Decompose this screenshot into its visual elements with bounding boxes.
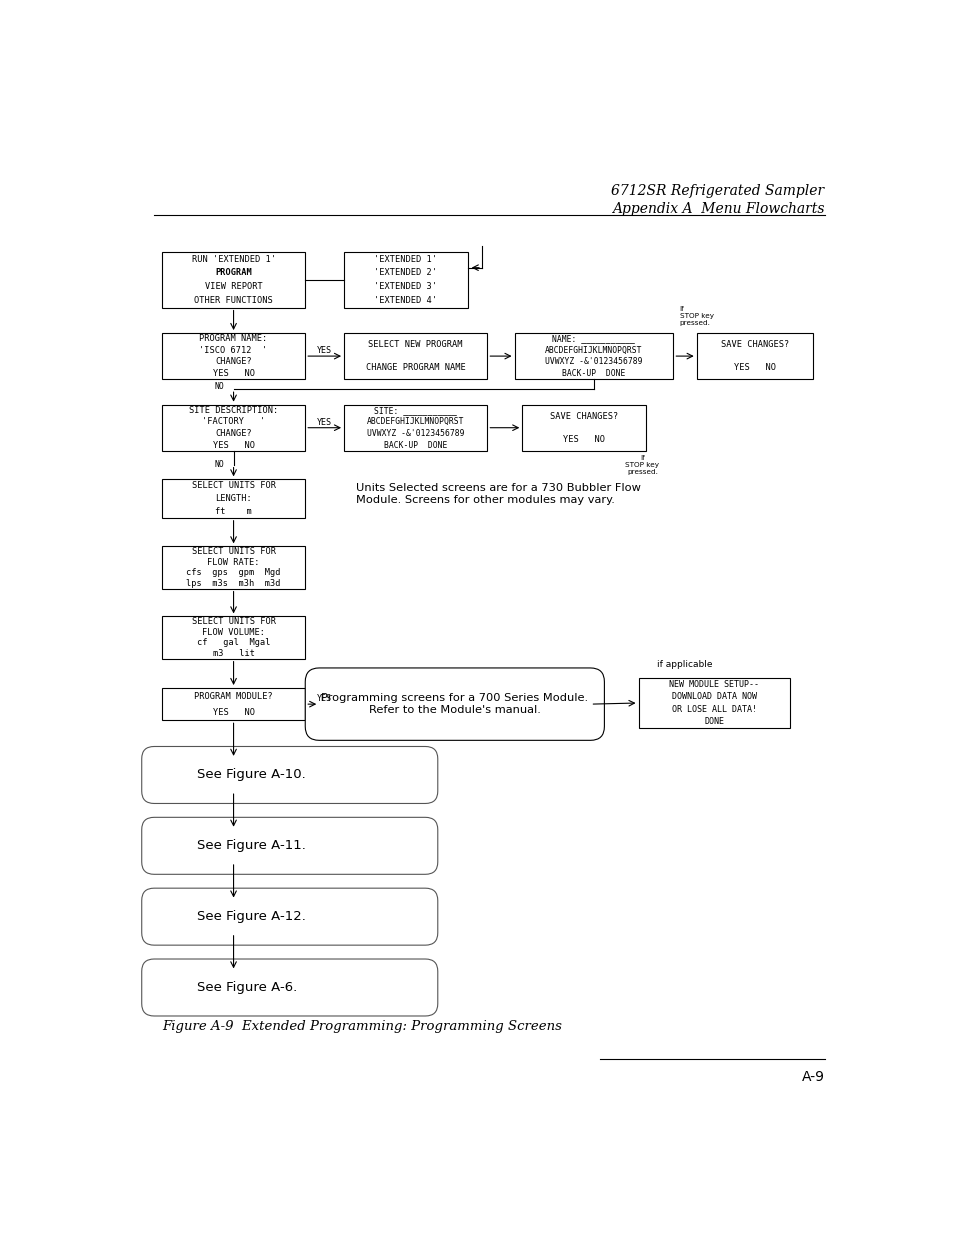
Text: OR LOSE ALL DATA!: OR LOSE ALL DATA! xyxy=(671,705,756,714)
FancyBboxPatch shape xyxy=(142,960,437,1016)
Text: Appendix A  Menu Flowcharts: Appendix A Menu Flowcharts xyxy=(612,203,823,216)
Text: 'EXTENDED 3': 'EXTENDED 3' xyxy=(375,283,437,291)
Text: If
STOP key
pressed.: If STOP key pressed. xyxy=(625,454,659,474)
FancyBboxPatch shape xyxy=(696,333,812,379)
Text: YES   NO: YES NO xyxy=(562,435,604,443)
FancyBboxPatch shape xyxy=(142,818,437,874)
Text: SAVE CHANGES?: SAVE CHANGES? xyxy=(550,411,618,421)
Text: SELECT UNITS FOR: SELECT UNITS FOR xyxy=(192,482,275,490)
Text: Figure A-9  Extended Programming: Programming Screens: Figure A-9 Extended Programming: Program… xyxy=(162,1020,561,1032)
Text: Units Selected screens are for a 730 Bubbler Flow
Module. Screens for other modu: Units Selected screens are for a 730 Bub… xyxy=(355,483,639,505)
Text: YES: YES xyxy=(316,417,332,427)
Text: BACK-UP  DONE: BACK-UP DONE xyxy=(561,369,625,378)
FancyBboxPatch shape xyxy=(305,668,604,740)
Text: DOWNLOAD DATA NOW: DOWNLOAD DATA NOW xyxy=(671,693,756,701)
FancyBboxPatch shape xyxy=(162,252,305,308)
Text: if applicable: if applicable xyxy=(657,661,712,669)
Text: SITE: ___________: SITE: ___________ xyxy=(374,406,456,415)
FancyBboxPatch shape xyxy=(514,333,673,379)
Text: CHANGE?: CHANGE? xyxy=(215,429,252,438)
Text: PROGRAM NAME:: PROGRAM NAME: xyxy=(199,335,268,343)
Text: See Figure A-11.: See Figure A-11. xyxy=(196,840,305,852)
Text: lps  m3s  m3h  m3d: lps m3s m3h m3d xyxy=(186,579,280,588)
Text: RUN 'EXTENDED 1': RUN 'EXTENDED 1' xyxy=(192,254,275,263)
Text: FLOW RATE:: FLOW RATE: xyxy=(207,558,259,567)
FancyBboxPatch shape xyxy=(344,252,468,308)
Text: cfs  gps  gpm  Mgd: cfs gps gpm Mgd xyxy=(186,568,280,577)
Text: SELECT UNITS FOR: SELECT UNITS FOR xyxy=(192,618,275,626)
Text: UVWXYZ -&'0123456789: UVWXYZ -&'0123456789 xyxy=(367,429,464,438)
Text: NO: NO xyxy=(214,382,224,390)
Text: 6712SR Refrigerated Sampler: 6712SR Refrigerated Sampler xyxy=(611,184,823,199)
FancyBboxPatch shape xyxy=(142,746,437,804)
FancyBboxPatch shape xyxy=(344,333,487,379)
Text: YES   NO: YES NO xyxy=(733,363,775,372)
Text: BACK-UP  DONE: BACK-UP DONE xyxy=(384,441,447,450)
Text: YES: YES xyxy=(316,694,332,703)
Text: m3   lit: m3 lit xyxy=(213,648,254,658)
Text: SELECT NEW PROGRAM: SELECT NEW PROGRAM xyxy=(368,340,462,350)
Text: PROGRAM MODULE?: PROGRAM MODULE? xyxy=(194,692,273,700)
FancyBboxPatch shape xyxy=(344,405,487,451)
Text: LENGTH:: LENGTH: xyxy=(215,494,252,503)
Text: YES   NO: YES NO xyxy=(213,708,254,716)
FancyBboxPatch shape xyxy=(162,616,305,658)
Text: CHANGE PROGRAM NAME: CHANGE PROGRAM NAME xyxy=(365,363,465,372)
FancyBboxPatch shape xyxy=(162,688,305,720)
Text: SAVE CHANGES?: SAVE CHANGES? xyxy=(720,340,788,350)
Text: 'ISCO 6712  ': 'ISCO 6712 ' xyxy=(199,346,268,354)
Text: Programming screens for a 700 Series Module.
Refer to the Module's manual.: Programming screens for a 700 Series Mod… xyxy=(321,693,588,715)
Text: SITE DESCRIPTION:: SITE DESCRIPTION: xyxy=(189,406,278,415)
Text: FLOW VOLUME:: FLOW VOLUME: xyxy=(202,627,265,637)
FancyBboxPatch shape xyxy=(162,405,305,451)
Text: PROGRAM: PROGRAM xyxy=(215,268,252,278)
Text: ABCDEFGHIJKLMNOPQRST: ABCDEFGHIJKLMNOPQRST xyxy=(367,417,464,426)
Text: cf   gal  Mgal: cf gal Mgal xyxy=(196,638,270,647)
Text: OTHER FUNCTIONS: OTHER FUNCTIONS xyxy=(194,296,273,305)
FancyBboxPatch shape xyxy=(162,333,305,379)
FancyBboxPatch shape xyxy=(638,678,789,727)
FancyBboxPatch shape xyxy=(162,546,305,589)
FancyBboxPatch shape xyxy=(521,405,645,451)
Text: CHANGE?: CHANGE? xyxy=(215,357,252,367)
Text: ft    m: ft m xyxy=(215,506,252,516)
Text: SELECT UNITS FOR: SELECT UNITS FOR xyxy=(192,547,275,556)
Text: See Figure A-6.: See Figure A-6. xyxy=(196,981,296,994)
Text: 'FACTORY   ': 'FACTORY ' xyxy=(202,417,265,426)
Text: DONE: DONE xyxy=(703,718,723,726)
Text: NEW MODULE SETUP--: NEW MODULE SETUP-- xyxy=(668,679,759,689)
Text: YES   NO: YES NO xyxy=(213,369,254,378)
Text: NO: NO xyxy=(214,461,224,469)
Text: YES: YES xyxy=(316,346,332,356)
Text: A-9: A-9 xyxy=(801,1070,823,1084)
Text: NAME: ___________: NAME: ___________ xyxy=(552,335,635,343)
FancyBboxPatch shape xyxy=(142,888,437,945)
Text: See Figure A-12.: See Figure A-12. xyxy=(196,910,305,923)
Text: VIEW REPORT: VIEW REPORT xyxy=(205,283,262,291)
Text: YES   NO: YES NO xyxy=(213,441,254,450)
Text: See Figure A-10.: See Figure A-10. xyxy=(196,768,305,782)
Text: 'EXTENDED 1': 'EXTENDED 1' xyxy=(375,254,437,263)
Text: UVWXYZ -&'0123456789: UVWXYZ -&'0123456789 xyxy=(544,357,642,367)
Text: If
STOP key
pressed.: If STOP key pressed. xyxy=(679,306,713,326)
Text: 'EXTENDED 4': 'EXTENDED 4' xyxy=(375,296,437,305)
Text: 'EXTENDED 2': 'EXTENDED 2' xyxy=(375,268,437,278)
FancyBboxPatch shape xyxy=(162,479,305,517)
Text: ABCDEFGHIJKLMNOPQRST: ABCDEFGHIJKLMNOPQRST xyxy=(544,346,642,354)
